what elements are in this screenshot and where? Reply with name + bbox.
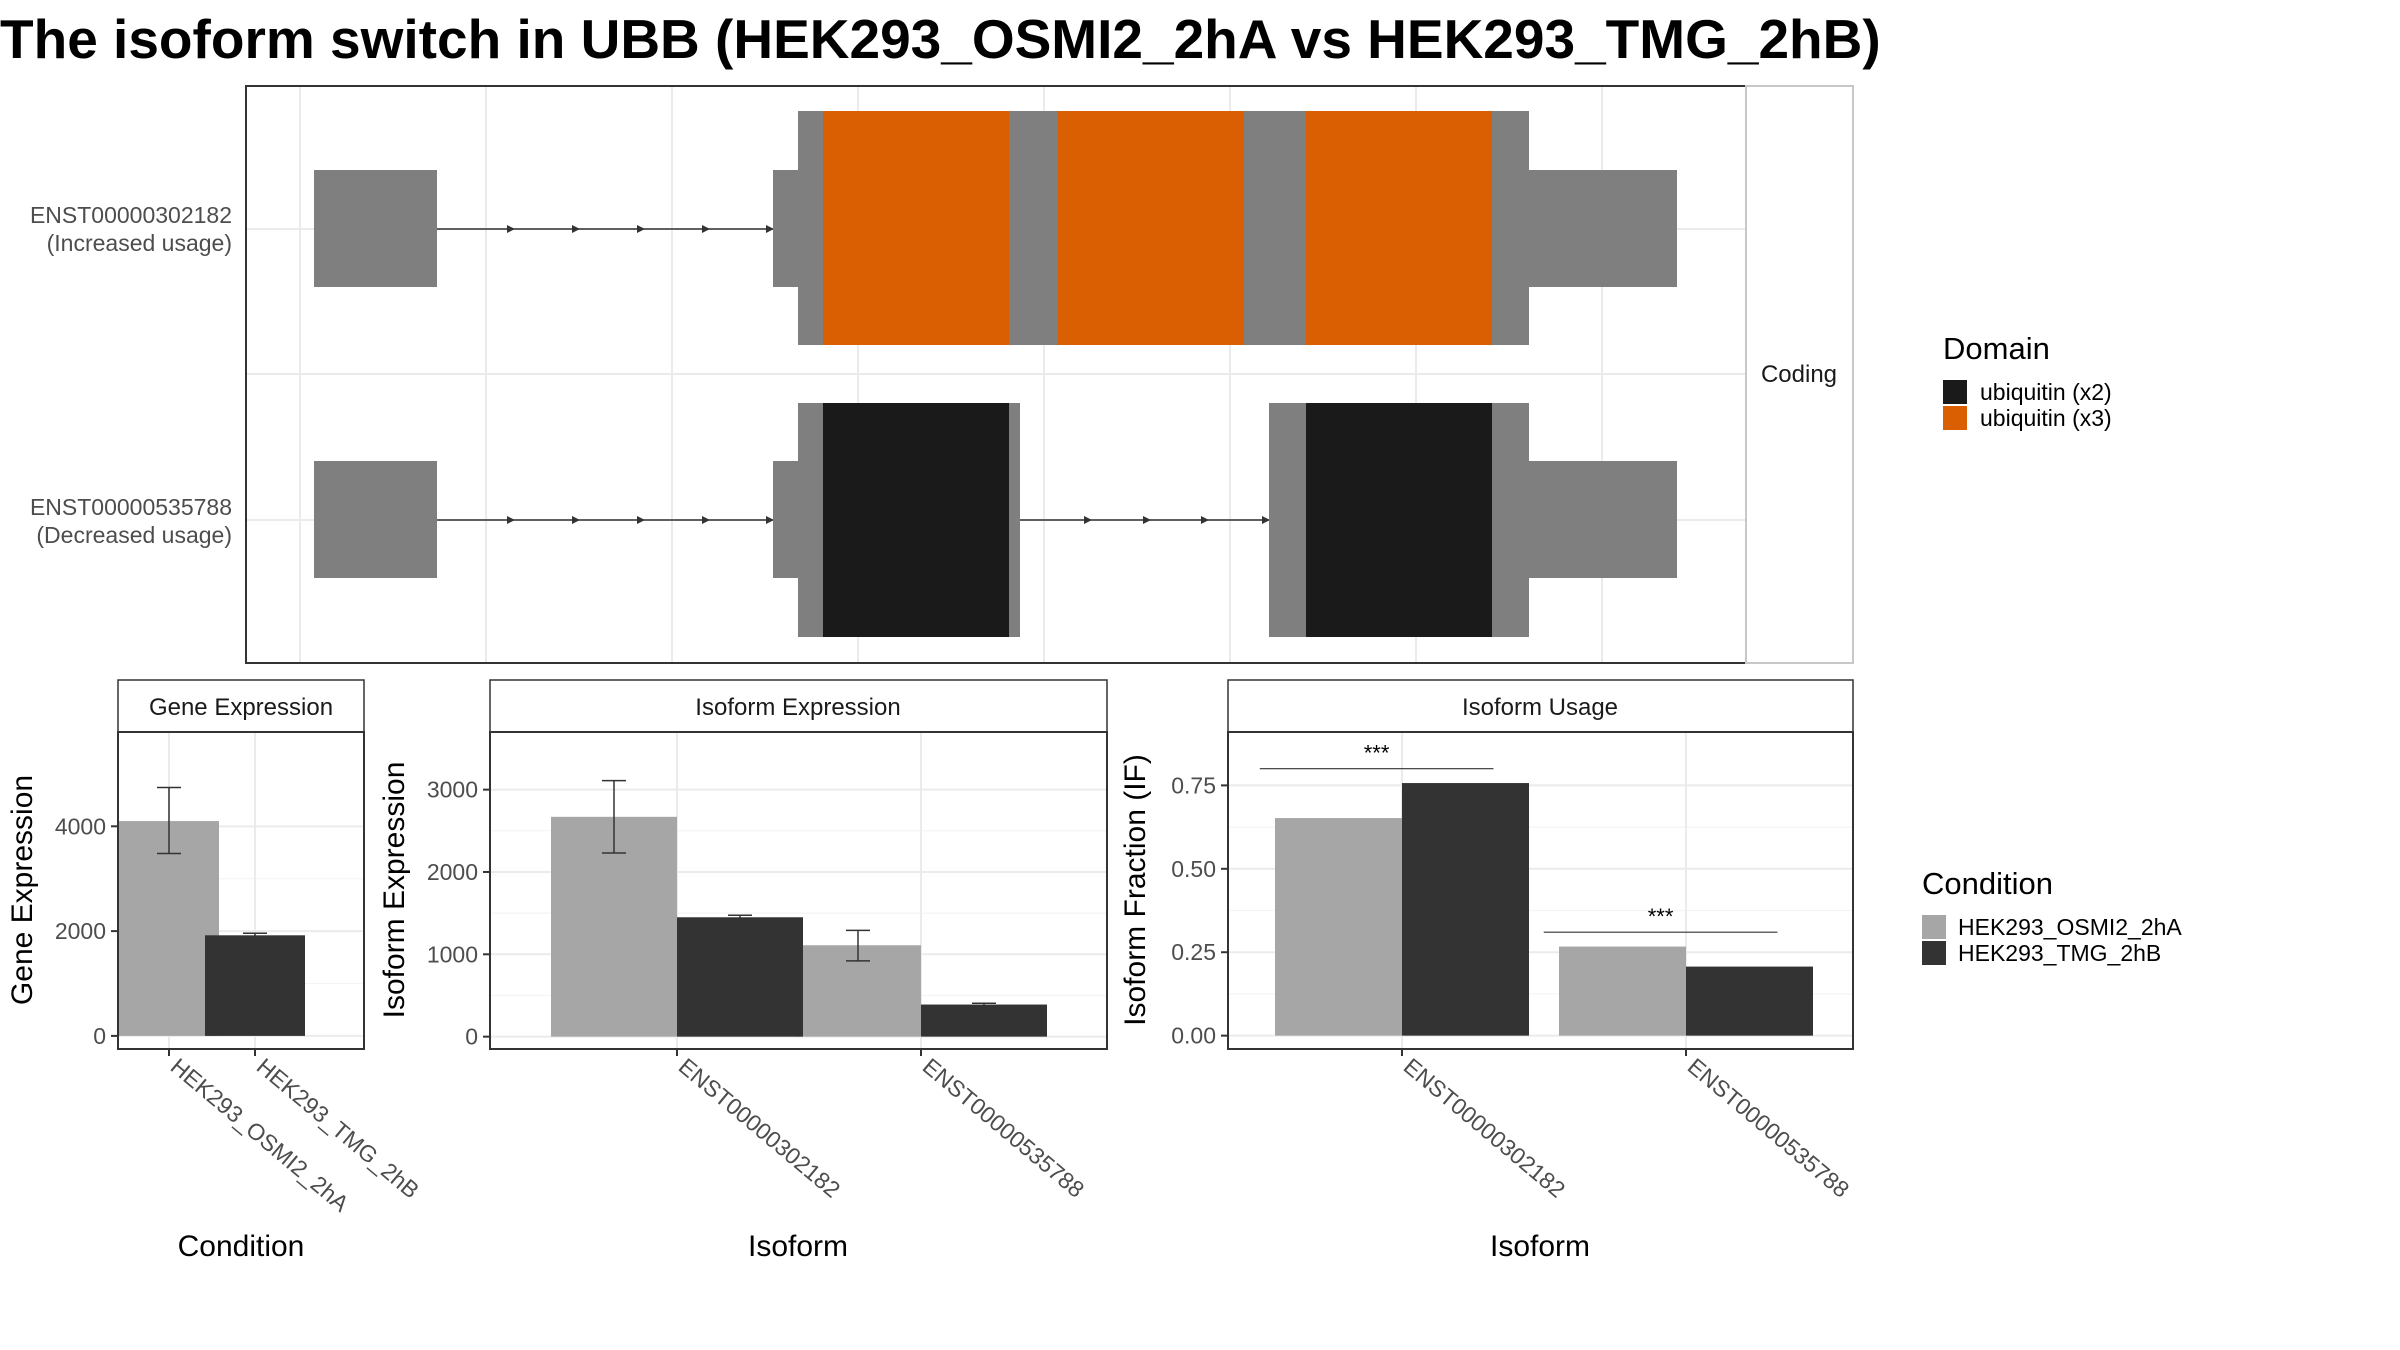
transcript-ENST00000302182 (314, 111, 1677, 345)
utr-segment (1528, 461, 1677, 578)
structure-panel: Coding ENST00000302182 (Increased usage)… (30, 85, 1854, 664)
legend-key-osmi2 (1922, 915, 1946, 939)
panel-strip-title: Gene Expression (149, 694, 333, 721)
panel-strip-title: Isoform Expression (695, 694, 900, 721)
bar-marks: *** *** (1259, 741, 1813, 1036)
domain-ubiquitin-x3 (823, 111, 1009, 345)
domain-ubiquitin-x2 (1306, 403, 1492, 637)
domain-legend: Domain ubiquitin (x2) ubiquitin (x3) (1943, 331, 2112, 431)
bar-ENST00000535788-osmi2 (1559, 946, 1686, 1036)
coding-strip-label: Coding (1761, 361, 1837, 388)
isoform-expression-panel: Isoform Expression 0 1000 2000 3000 ENST0000… (378, 679, 1108, 1263)
bar-ENST00000535788-tmg (1686, 966, 1813, 1036)
transcript-label: ENST00000535788 (30, 494, 232, 520)
utr-exon (314, 461, 437, 578)
plot-border (489, 731, 1108, 1050)
x-tick-label: ENST00000535788 (918, 1053, 1090, 1203)
domain-ubiquitin-x3 (1058, 111, 1244, 345)
bar-ENST00000302182-tmg (677, 917, 803, 1037)
gene-expression-panel: Gene Expression 020004000HEK293_OSMI2_2h… (6, 679, 424, 1263)
legend-label-osmi2: HEK293_OSMI2_2hA (1958, 914, 2182, 940)
error-bar (972, 1002, 996, 1007)
error-bar (728, 914, 752, 921)
x-axis-title: Condition (178, 1230, 305, 1263)
utr-exon (314, 170, 437, 287)
intron-arrows (507, 516, 1270, 524)
panel-strip (1227, 679, 1854, 733)
significance-label: *** (1364, 741, 1390, 766)
panel-strip (117, 679, 365, 733)
y-tick-label: 0 (93, 1023, 106, 1049)
transcript-usage-note: (Decreased usage) (36, 522, 232, 548)
y-axis-title: Isoform Fraction (IF) (1119, 754, 1152, 1026)
bar-ENST00000302182-tmg (1402, 783, 1529, 1036)
legend-label-ubiquitin-x2: ubiquitin (x2) (1980, 379, 2112, 405)
condition-legend-title: Condition (1922, 866, 2053, 901)
error-bar (157, 786, 181, 855)
x-axis-title: Isoform (748, 1230, 848, 1263)
error-bar (602, 779, 626, 854)
transcript-label: ENST00000302182 (30, 202, 232, 228)
plot-border (117, 731, 365, 1050)
bar-marks (551, 779, 1047, 1037)
y-axis-title: Isoform Expression (378, 762, 411, 1019)
x-tick-label: ENST00000302182 (1399, 1053, 1571, 1203)
y-tick-label: 0.25 (1171, 939, 1216, 965)
domain-ubiquitin-x2 (823, 403, 1009, 637)
y-tick-label: 2000 (427, 859, 478, 885)
y-tick-label: 3000 (427, 777, 478, 803)
y-tick-label: 0 (465, 1024, 478, 1050)
transcript-ENST00000535788 (314, 403, 1677, 637)
bar-HEK293_TMG_2hB (205, 935, 305, 1036)
utr-segment (773, 170, 799, 287)
y-tick-label: 1000 (427, 941, 478, 967)
y-axis-title: Gene Expression (6, 775, 39, 1005)
y-tick-label: 0.75 (1171, 772, 1216, 798)
bar-ENST00000535788-tmg (921, 1004, 1047, 1037)
legend-label-ubiquitin-x3: ubiquitin (x3) (1980, 405, 2112, 431)
y-tick-label: 0.50 (1171, 856, 1216, 882)
condition-legend: Condition HEK293_OSMI2_2hA HEK293_TMG_2h… (1922, 866, 2182, 966)
panel-strip-title: Isoform Usage (1462, 694, 1618, 721)
x-tick-label: ENST00000302182 (674, 1053, 846, 1203)
bar-ENST00000302182-osmi2 (1275, 818, 1402, 1036)
legend-key-ubiquitin-x2 (1943, 380, 1967, 404)
utr-segment (1528, 170, 1677, 287)
transcript-usage-note: (Increased usage) (47, 230, 232, 256)
legend-label-tmg: HEK293_TMG_2hB (1958, 940, 2161, 966)
utr-segment (773, 461, 799, 578)
intron-arrows (507, 225, 774, 233)
figure-title: The isoform switch in UBB (HEK293_OSMI2_… (0, 8, 1881, 70)
legend-key-ubiquitin-x3 (1943, 406, 1967, 430)
x-axis-title: Isoform (1490, 1230, 1590, 1263)
domain-ubiquitin-x3 (1306, 111, 1492, 345)
error-bar (846, 929, 870, 962)
x-tick-label: HEK293_TMG_2hB (252, 1053, 424, 1204)
plot-border (1227, 731, 1854, 1050)
y-tick-label: 0.00 (1171, 1023, 1216, 1049)
legend-key-tmg (1922, 941, 1946, 965)
y-tick-label: 4000 (55, 813, 106, 839)
y-tick-label: 2000 (55, 918, 106, 944)
coding-strip (1745, 85, 1854, 664)
error-bar (243, 932, 267, 939)
x-tick-label: ENST00000535788 (1683, 1053, 1855, 1203)
isoform-usage-panel: Isoform Usage *** *** 0.00 0.25 0.50 0.75 ENS… (1119, 679, 1855, 1263)
significance-label: *** (1648, 904, 1674, 929)
bar-marks (119, 786, 305, 1036)
domain-legend-title: Domain (1943, 331, 2050, 366)
bar-HEK293_OSMI2_2hA (119, 821, 219, 1036)
